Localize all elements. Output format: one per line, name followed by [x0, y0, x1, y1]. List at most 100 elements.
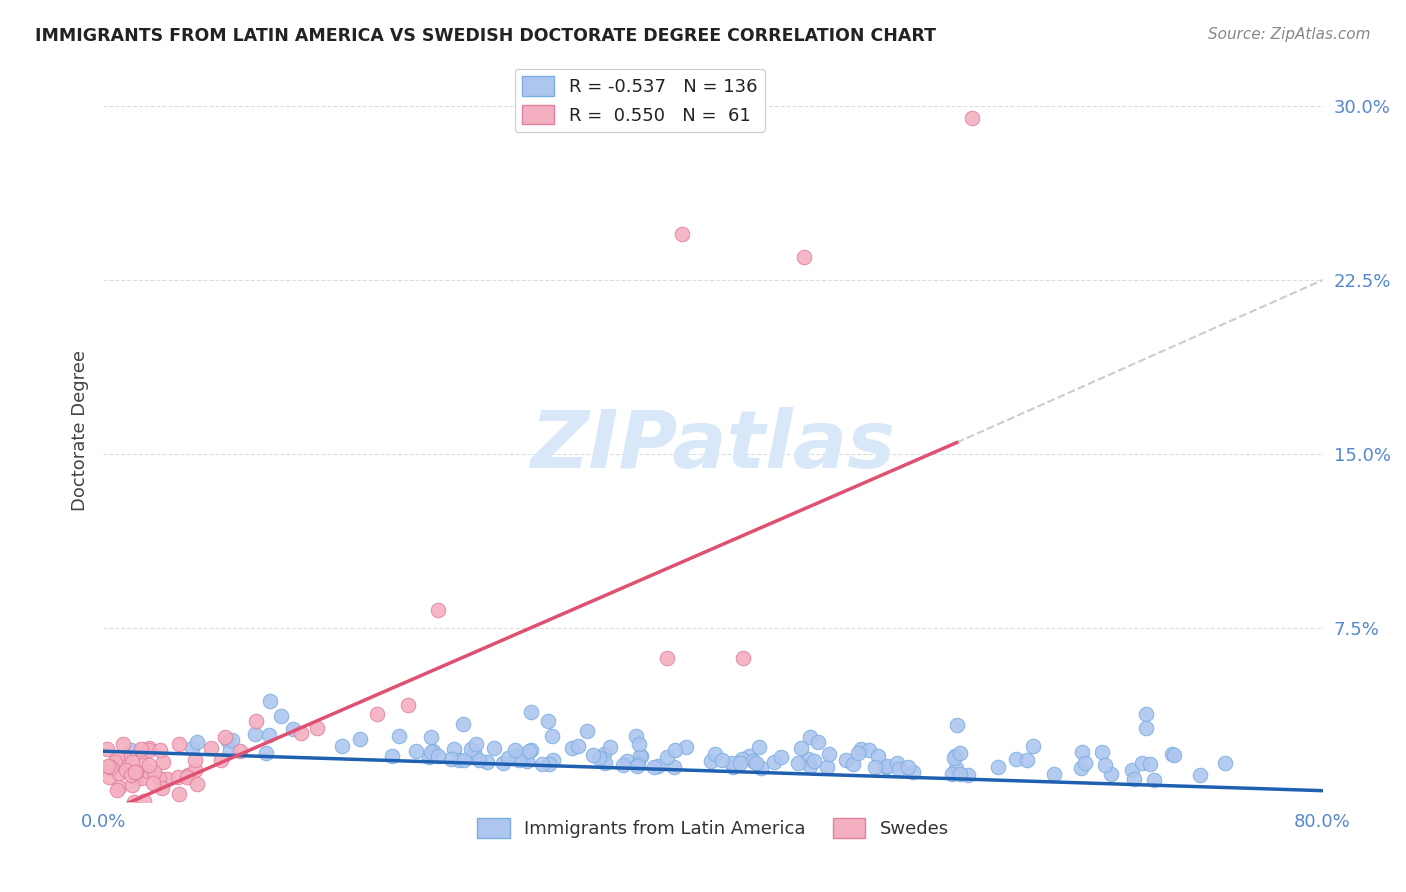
Point — [588, 751, 610, 765]
Point — [517, 744, 540, 758]
Point — [439, 752, 461, 766]
Point — [254, 746, 277, 760]
Point — [111, 737, 134, 751]
Point — [129, 742, 152, 756]
Point — [737, 749, 759, 764]
Legend: Immigrants from Latin America, Swedes: Immigrants from Latin America, Swedes — [470, 811, 956, 846]
Point — [655, 651, 678, 665]
Point — [97, 759, 120, 773]
Point — [582, 747, 605, 762]
Point — [229, 744, 252, 758]
Point — [941, 767, 963, 781]
Point — [136, 764, 159, 778]
Point — [987, 760, 1010, 774]
Point — [599, 739, 621, 754]
Point — [749, 761, 772, 775]
Point — [1135, 707, 1157, 722]
Point — [152, 755, 174, 769]
Point — [901, 765, 924, 780]
Point — [104, 755, 127, 769]
Point — [1043, 766, 1066, 780]
Point — [700, 754, 723, 768]
Point — [209, 753, 232, 767]
Point — [957, 768, 980, 782]
Point — [515, 747, 537, 762]
Point — [200, 740, 222, 755]
Point — [807, 735, 830, 749]
Point — [381, 748, 404, 763]
Point — [876, 758, 898, 772]
Point — [647, 759, 669, 773]
Point — [420, 745, 443, 759]
Point — [138, 758, 160, 772]
Point — [945, 761, 967, 775]
Point — [491, 756, 513, 770]
Point — [405, 744, 427, 758]
Text: Source: ZipAtlas.com: Source: ZipAtlas.com — [1208, 27, 1371, 42]
Point — [98, 760, 121, 774]
Point — [184, 764, 207, 778]
Point — [270, 709, 292, 723]
Point — [131, 746, 153, 760]
Point — [763, 755, 786, 769]
Point — [748, 739, 770, 754]
Point — [180, 740, 202, 755]
Point — [866, 748, 889, 763]
Point — [949, 767, 972, 781]
Point — [330, 739, 353, 753]
Point — [121, 778, 143, 792]
Point — [498, 751, 520, 765]
Point — [115, 764, 138, 778]
Point — [643, 759, 665, 773]
Point — [120, 768, 142, 782]
Point — [849, 742, 872, 756]
Point — [664, 743, 686, 757]
Point — [108, 765, 131, 780]
Point — [477, 756, 499, 770]
Point — [121, 755, 143, 769]
Point — [114, 753, 136, 767]
Point — [626, 758, 648, 772]
Point — [1099, 766, 1122, 780]
Point — [482, 740, 505, 755]
Point — [1161, 747, 1184, 761]
Point — [186, 735, 208, 749]
Point — [156, 772, 179, 787]
Point — [508, 753, 530, 767]
Point — [799, 730, 821, 744]
Point — [616, 754, 638, 768]
Point — [149, 743, 172, 757]
Point — [290, 725, 312, 739]
Point — [305, 721, 328, 735]
Point — [259, 694, 281, 708]
Point — [628, 748, 651, 763]
Point — [125, 765, 148, 780]
Point — [1130, 756, 1153, 771]
Point — [628, 737, 651, 751]
Point — [420, 731, 443, 745]
Point — [520, 705, 543, 719]
Point — [506, 747, 529, 762]
Point — [744, 756, 766, 771]
Point — [1094, 757, 1116, 772]
Point — [945, 749, 967, 764]
Point — [846, 747, 869, 761]
Point — [176, 770, 198, 784]
Point — [520, 743, 543, 757]
Point — [886, 756, 908, 771]
Point — [100, 760, 122, 774]
Point — [1070, 761, 1092, 775]
Point — [422, 744, 444, 758]
Point — [1143, 772, 1166, 787]
Point — [97, 759, 120, 773]
Point — [561, 740, 583, 755]
Point — [540, 729, 562, 743]
Point — [731, 752, 754, 766]
Point — [592, 747, 614, 761]
Point — [245, 714, 267, 728]
Point — [467, 753, 489, 767]
Point — [675, 740, 697, 755]
Point — [516, 754, 538, 768]
Point — [960, 111, 983, 125]
Point — [143, 764, 166, 779]
